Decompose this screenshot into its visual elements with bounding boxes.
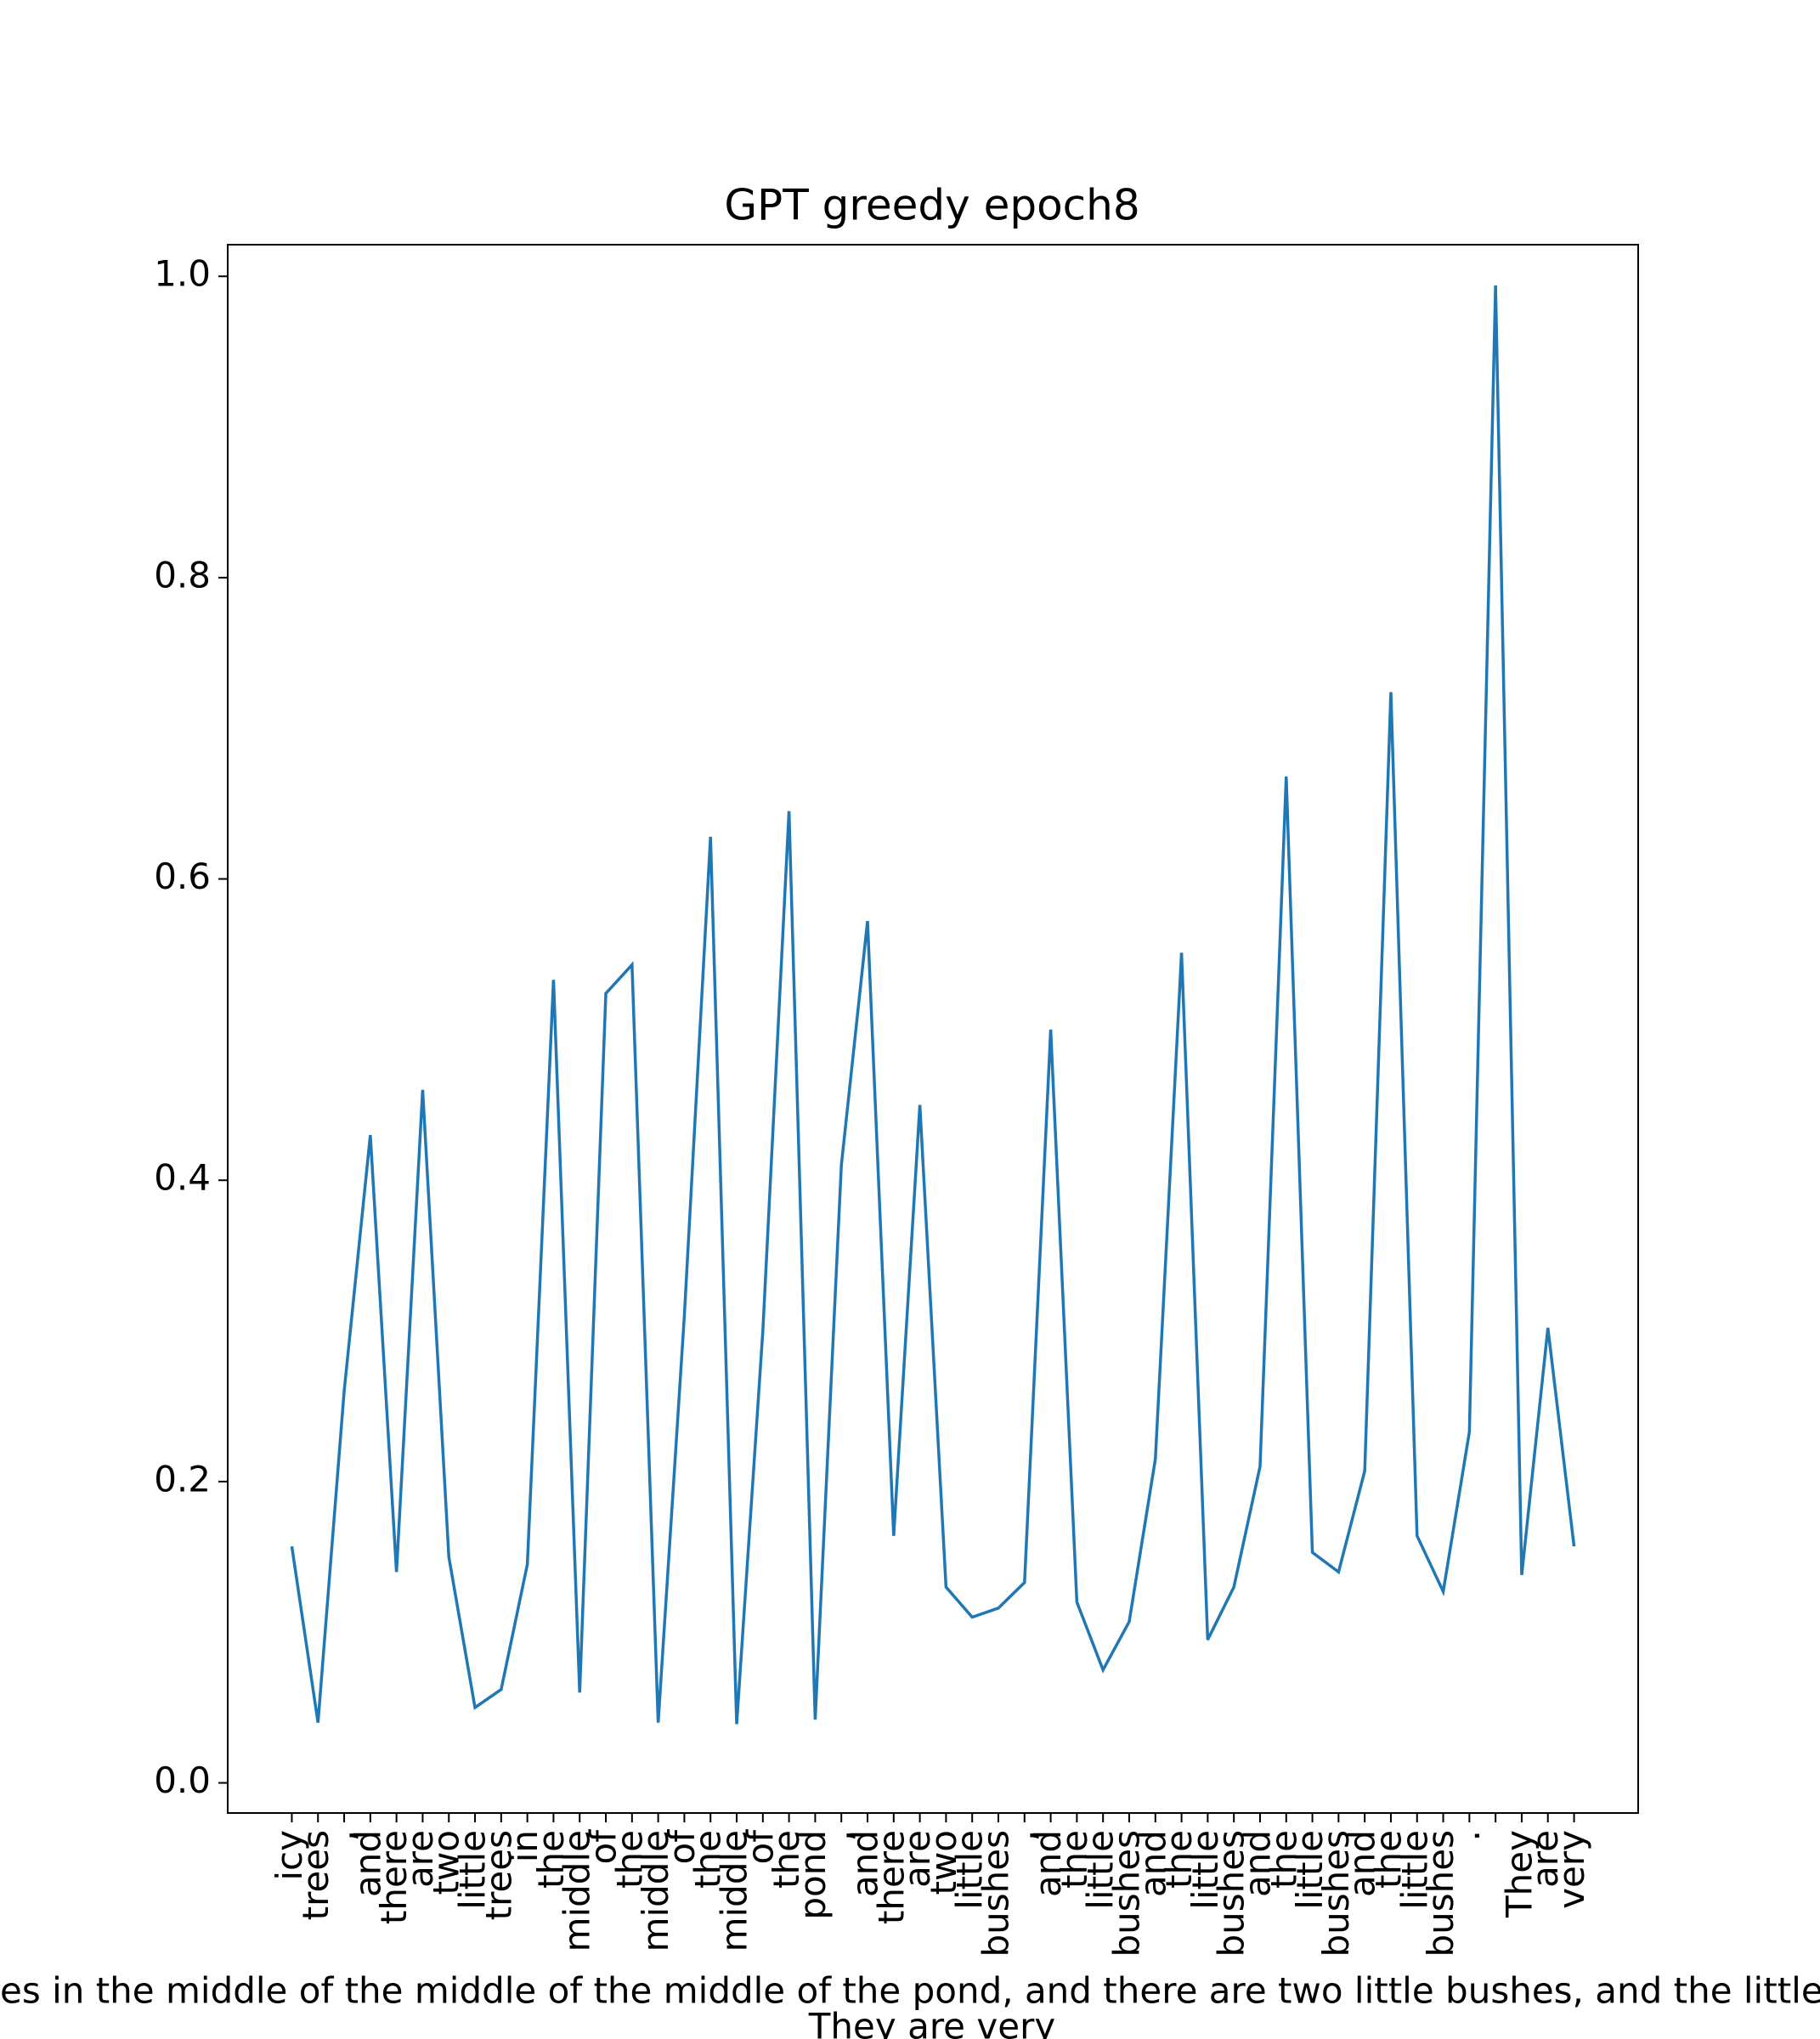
x-tick-label: in <box>504 1830 545 1862</box>
y-tick-label: 0.8 <box>154 554 211 596</box>
x-tick-label: bushes <box>1420 1830 1461 1957</box>
y-tick-label: 1.0 <box>154 253 211 295</box>
x-axis-label: They are very <box>808 2006 1055 2039</box>
x-tick-label: and <box>1132 1830 1173 1897</box>
x-tick-label: the <box>608 1830 650 1889</box>
plot-frame <box>227 244 1639 1814</box>
y-tick-label: 0.6 <box>154 856 211 897</box>
x-tick-label: there <box>870 1830 912 1924</box>
x-tick-label: very <box>1551 1830 1592 1909</box>
x-tick-label: bushes <box>1211 1830 1252 1957</box>
x-tick-label: little <box>1080 1830 1122 1910</box>
x-tick-label: little <box>1184 1830 1226 1910</box>
line-series <box>290 285 1576 1725</box>
x-tick-label: two <box>923 1830 964 1895</box>
y-tick-label: 0.4 <box>154 1157 211 1199</box>
x-tick-label: bushes <box>1105 1830 1147 1957</box>
x-tick-label: and <box>845 1830 886 1897</box>
x-tick-label: bushes <box>1315 1830 1357 1957</box>
x-tick-label: They <box>1498 1830 1540 1918</box>
x-tick-label: middle <box>635 1830 676 1951</box>
chart-title: GPT greedy epoch8 <box>724 181 1139 230</box>
x-tick-label: little <box>949 1830 991 1910</box>
x-tick-label: of <box>583 1829 625 1865</box>
x-tick-label: the <box>1158 1830 1200 1889</box>
x-tick-label: middle <box>557 1830 598 1951</box>
x-tick-label: little <box>1393 1830 1435 1910</box>
y-tick-label: 0.2 <box>154 1458 211 1500</box>
x-tick-label: trees <box>295 1830 336 1920</box>
x-tick-label: the <box>1263 1830 1304 1889</box>
x-tick-label: the <box>687 1830 729 1889</box>
x-tick-label: there <box>373 1830 415 1924</box>
x-tick-label: the <box>530 1830 572 1889</box>
x-tick-label: little <box>452 1830 494 1910</box>
x-tick-label: pond <box>792 1830 834 1920</box>
x-tick-label: little <box>1289 1830 1331 1910</box>
x-tick-label: of <box>739 1829 781 1865</box>
x-tick-label: middle <box>714 1830 755 1951</box>
x-tick-label: are <box>399 1830 441 1888</box>
x-tick-label: bushes <box>975 1830 1016 1957</box>
x-tick-label: , <box>818 1830 860 1841</box>
x-tick-label: of <box>661 1829 703 1865</box>
x-tick-label: the <box>766 1830 807 1889</box>
x-tick-label: trees <box>478 1830 519 1920</box>
x-tick-label: and <box>1236 1830 1278 1897</box>
x-tick-label: are <box>896 1830 938 1888</box>
x-tick-label: . <box>1446 1830 1488 1841</box>
y-tick-label: 0.0 <box>154 1759 211 1801</box>
x-tick-label: , <box>321 1830 363 1841</box>
x-tick-label: two <box>426 1830 467 1895</box>
x-tick-label: and <box>347 1830 388 1897</box>
x-tick-label: and <box>1027 1830 1069 1897</box>
x-tick-label: , <box>1001 1830 1043 1841</box>
x-axis-label: es in the middle of the middle of the mi… <box>0 1970 1820 2012</box>
x-tick-label: and <box>1342 1830 1383 1897</box>
x-tick-label: the <box>1367 1830 1409 1889</box>
x-tick-label: are <box>1524 1830 1566 1888</box>
x-tick-label: icy <box>268 1830 310 1881</box>
x-tick-label: the <box>1054 1830 1095 1889</box>
